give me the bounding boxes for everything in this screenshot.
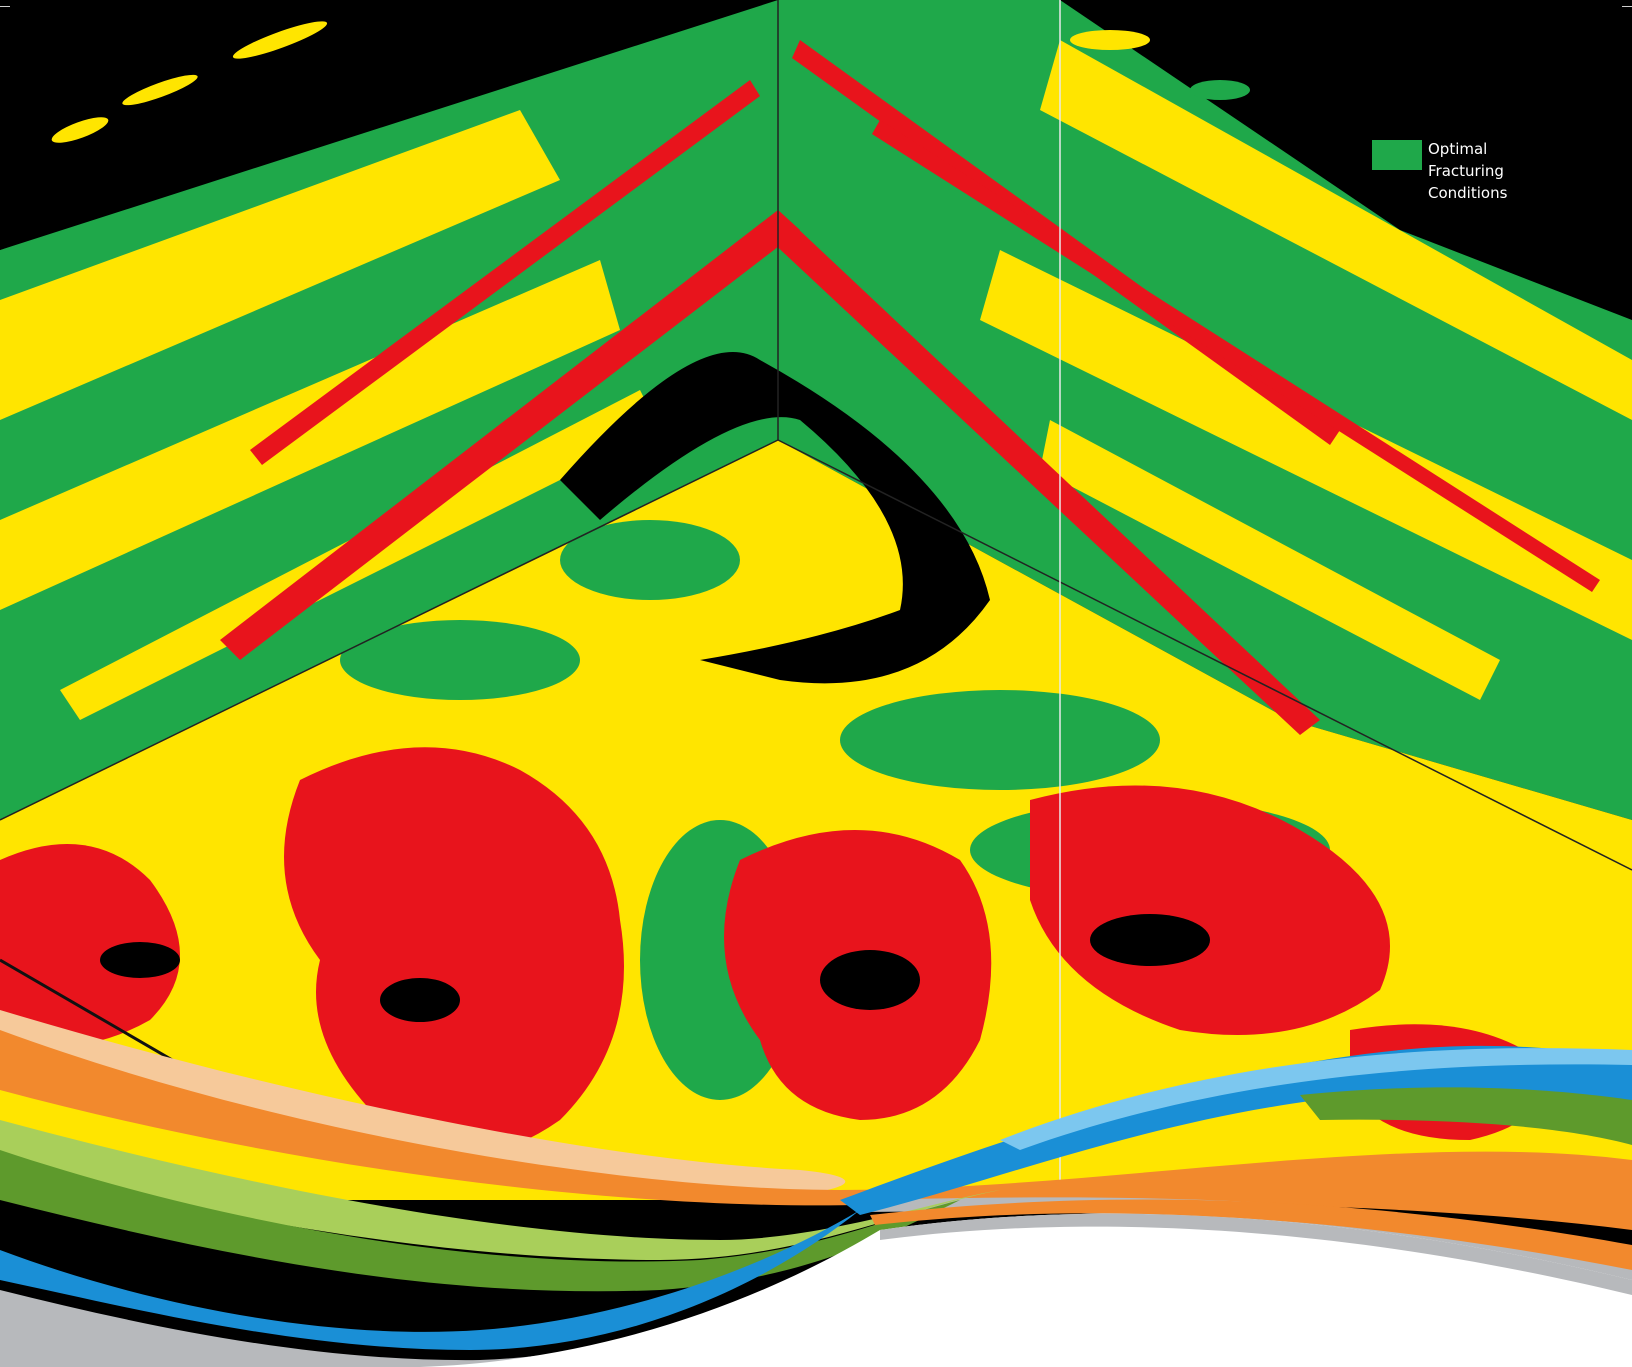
red-blob-far-left [0, 844, 180, 1047]
ribbon-waves [0, 1010, 1632, 1367]
crop-mark-right [1622, 6, 1632, 7]
blue-ribbon-left [0, 1210, 860, 1350]
olive-ribbon [0, 1150, 960, 1292]
white-field [420, 1213, 1632, 1367]
red-blob-right [1030, 785, 1390, 1035]
green-ribbon-right [1300, 1087, 1632, 1145]
crop-mark-left [0, 6, 10, 7]
red-blob-left [284, 747, 624, 1155]
legend-swatch-green [1372, 140, 1422, 170]
legend: Optimal Fracturing Conditions [1372, 138, 1538, 204]
orange-ribbon [0, 1030, 1632, 1230]
light-blue-ribbon [1000, 1048, 1632, 1150]
upper-right-black [1060, 0, 1632, 320]
black-arc [560, 352, 990, 684]
seismic-attribute-map [0, 0, 1632, 1200]
legend-label: Optimal Fracturing Conditions [1428, 140, 1508, 202]
light-green-ribbon [0, 1120, 1000, 1260]
upper-left-black [0, 0, 700, 250]
